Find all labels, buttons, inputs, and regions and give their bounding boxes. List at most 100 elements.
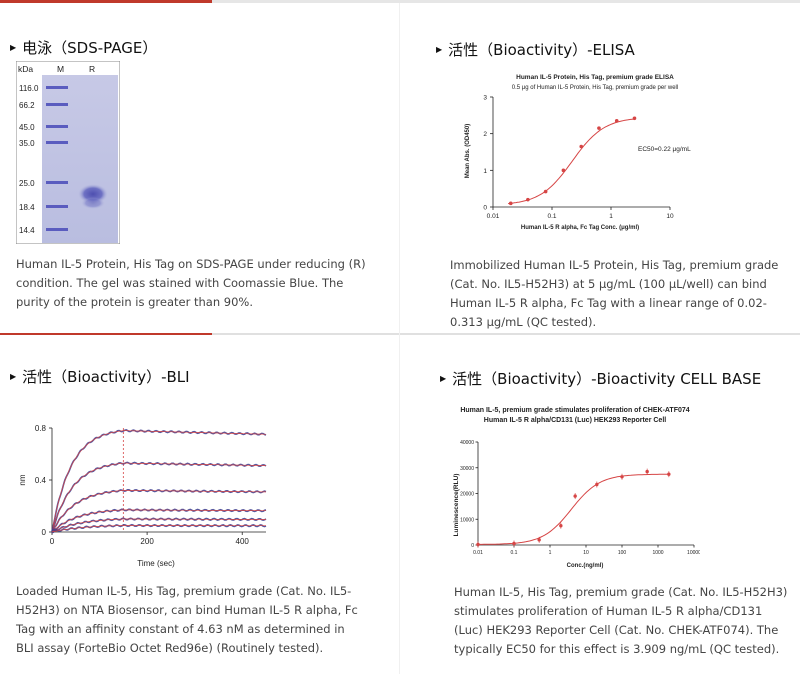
elisa-x-tick-label: 1 (609, 213, 613, 220)
cell-y-tick-label: 10000 (460, 517, 474, 523)
bli-y-tick-label: 0 (42, 528, 47, 537)
cell-chart-title-line2: Human IL-5 R alpha/CD131 (Luc) HEK293 Re… (484, 417, 666, 424)
cell-x-tick-label: 1 (549, 550, 552, 556)
elisa-data-point (597, 126, 601, 130)
elisa-plot-area: 0 1 2 3 0.01 0.1 1 10 (483, 95, 674, 221)
bli-y-tick-label: 0.8 (35, 424, 47, 433)
bli-y-tick-label: 0.4 (35, 476, 47, 485)
cell-data-point (512, 541, 516, 546)
marker-label: 14.4 (19, 226, 35, 235)
elisa-heading: ▶ 活性（Bioactivity）-ELISA (436, 39, 635, 60)
elisa-ec50-annotation: EC50=0.22 μg/mL (638, 146, 691, 153)
bli-fit-line (51, 509, 266, 533)
top-divider (0, 0, 800, 3)
cell-based-heading: ▶ 活性（Bioactivity）-Bioactivity CELL BASE (440, 368, 761, 389)
cell-based-panel: ▶ 活性（Bioactivity）-Bioactivity CELL BASE … (400, 335, 800, 674)
cell-plot-area: 0 10000 20000 30000 40000 0.01 0.1 1 10 100 1000 10… (460, 440, 700, 556)
cell-x-tick-label: 100 (618, 550, 627, 556)
elisa-chart-subtitle: 0.5 μg of Human IL-5 Protein, His Tag, p… (512, 85, 678, 91)
triangle-bullet-icon: ▶ (10, 372, 17, 381)
cell-based-chart: Human IL-5, premium grade stimulates pro… (453, 407, 700, 569)
bli-panel: ▶ 活性（Bioactivity）-BLI nm Time (sec) 0 0.4… (0, 335, 400, 674)
cell-y-tick-label: 40000 (460, 440, 474, 446)
cell-x-tick-label: 0.1 (511, 550, 518, 556)
cell-data-point (595, 482, 599, 487)
bli-x-tick-label: 400 (236, 537, 250, 546)
bli-x-tick-label: 0 (50, 537, 55, 546)
marker-label: 25.0 (19, 179, 35, 188)
cell-data-point (573, 494, 577, 498)
elisa-chart: Human IL-5 Protein, His Tag, premium gra… (465, 74, 691, 231)
bli-chart: nm Time (sec) 0 0.4 0.8 0 200 400 (18, 424, 267, 568)
triangle-bullet-icon: ▶ (436, 45, 443, 54)
marker-label: 66.2 (19, 101, 35, 110)
elisa-x-tick-label: 10 (666, 213, 674, 220)
bli-sensorgram-trace (51, 488, 267, 532)
elisa-data-point (614, 119, 619, 123)
triangle-bullet-icon: ▶ (10, 43, 17, 52)
gel-header-m: M (57, 64, 64, 74)
cell-based-title: 活性（Bioactivity）-Bioactivity CELL BASE (452, 370, 762, 388)
sds-page-title: 电泳（SDS-PAGE） (22, 39, 158, 57)
gel-background (42, 75, 118, 243)
marker-band (46, 141, 68, 144)
cell-data-point (537, 538, 541, 542)
elisa-y-tick-label: 1 (483, 168, 487, 175)
elisa-x-axis-label: Human IL-5 R alpha, Fc Tag Conc. (μg/ml) (521, 225, 639, 231)
elisa-panel: ▶ 活性（Bioactivity）-ELISA Human IL-5 Prote… (400, 3, 800, 333)
cell-x-tick-label: 1000 (652, 550, 663, 556)
marker-band (46, 228, 68, 231)
cell-x-tick-label: 10000 (687, 550, 700, 556)
marker-band (46, 86, 68, 89)
cell-chart-title-line1: Human IL-5, premium grade stimulates pro… (460, 407, 689, 414)
cell-fit-curve (478, 473, 669, 545)
bli-title: 活性（Bioactivity）-BLI (22, 368, 190, 386)
marker-band (46, 125, 68, 128)
marker-band (46, 103, 68, 106)
marker-label: 45.0 (19, 123, 35, 132)
middle-divider (0, 333, 800, 335)
elisa-y-tick-label: 0 (483, 205, 487, 212)
gel-header-kda: kDa (18, 64, 33, 74)
bli-fit-line (51, 462, 266, 533)
elisa-data-point (508, 201, 513, 206)
marker-band (46, 181, 68, 184)
cell-data-point (476, 542, 480, 547)
elisa-x-tick-label: 0.01 (487, 213, 500, 220)
elisa-data-point (579, 144, 584, 149)
cell-based-description: Human IL-5, His Tag, premium grade (Cat.… (454, 585, 788, 656)
cell-y-axis-label: Luminescence(RLU) (453, 474, 460, 537)
cell-x-axis-label: Conc.(ng/ml) (567, 563, 604, 569)
elisa-title: 活性（Bioactivity）-ELISA (448, 41, 635, 59)
sds-page-gel-image: kDa M R 116.0 66.2 45.0 35.0 25.0 18.4 1… (16, 61, 120, 244)
bli-heading: ▶ 活性（Bioactivity）-BLI (10, 366, 190, 387)
marker-labels: 116.0 66.2 45.0 35.0 25.0 18.4 14.4 (19, 84, 39, 235)
cell-x-tick-label: 0.01 (473, 550, 483, 556)
middle-divider-accent (0, 333, 212, 335)
elisa-y-tick-label: 3 (483, 95, 487, 102)
cell-data-point (559, 523, 563, 528)
bli-y-axis-label: nm (18, 474, 27, 485)
elisa-x-tick-label: 0.1 (547, 213, 556, 220)
bli-x-axis-label: Time (sec) (137, 559, 175, 568)
sds-page-panel: ▶ 电泳（SDS-PAGE） kDa M R 116.0 66.2 45.0 3… (0, 3, 400, 333)
elisa-data-point (526, 197, 530, 202)
cell-x-tick-label: 10 (583, 550, 589, 556)
bli-x-tick-label: 200 (140, 537, 154, 546)
elisa-fit-curve (508, 118, 636, 205)
top-divider-accent (0, 0, 212, 3)
bli-sensorgram-trace (51, 429, 267, 533)
cell-y-tick-label: 0 (471, 543, 474, 549)
elisa-data-point (561, 168, 566, 173)
bli-fit-line (51, 430, 267, 533)
elisa-data-point (632, 116, 637, 121)
elisa-data-point (543, 189, 548, 194)
elisa-y-tick-label: 2 (483, 131, 487, 138)
sample-band-smear (81, 197, 105, 209)
bli-description: Loaded Human IL-5, His Tag, premium grad… (16, 584, 358, 655)
elisa-description: Immobilized Human IL-5 Protein, His Tag,… (450, 258, 779, 329)
bli-fit-line (51, 490, 266, 533)
cell-data-point (667, 472, 671, 476)
cell-y-tick-label: 30000 (460, 466, 474, 472)
elisa-y-axis-label: Mean Abs. (OD450) (465, 124, 471, 178)
